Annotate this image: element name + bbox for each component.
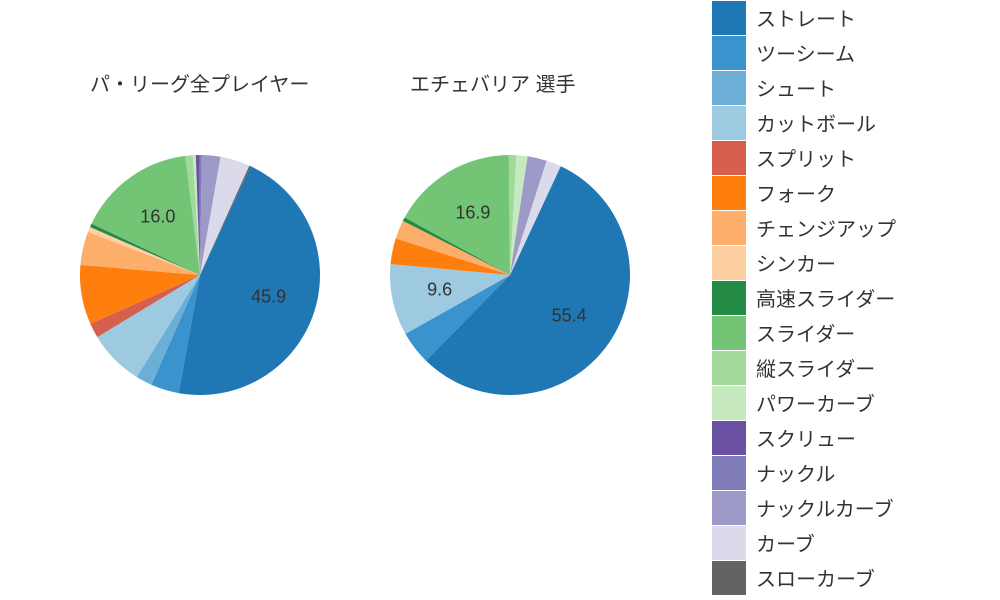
legend-item: ナックル (712, 455, 982, 490)
legend-label: スライダー (756, 318, 855, 347)
legend-label: シンカー (756, 248, 836, 277)
legend-item: カットボール (712, 105, 982, 140)
legend-swatch (712, 36, 746, 70)
chart-container: パ・リーグ全プレイヤー エチェバリア 選手 45.916.0 55.49.616… (0, 0, 1000, 600)
legend-label: カットボール (756, 108, 876, 137)
legend-swatch (712, 456, 746, 490)
legend-swatch (712, 526, 746, 560)
legend-swatch (712, 386, 746, 420)
legend-swatch (712, 1, 746, 35)
legend-swatch (712, 176, 746, 210)
legend-label: 高速スライダー (756, 283, 895, 312)
legend-swatch (712, 141, 746, 175)
legend-label: 縦スライダー (756, 353, 875, 382)
pie-svg (390, 155, 630, 395)
legend-swatch (712, 421, 746, 455)
legend-label: シュート (756, 73, 836, 102)
legend-label: カーブ (756, 528, 815, 557)
legend-swatch (712, 106, 746, 140)
legend-item: スプリット (712, 140, 982, 175)
legend-item: ナックルカーブ (712, 490, 982, 525)
legend-item: スライダー (712, 315, 982, 350)
legend-label: ツーシーム (756, 38, 855, 67)
legend-item: スクリュー (712, 420, 982, 455)
right-pie-chart: 55.49.616.9 (390, 155, 630, 395)
left-chart-title: パ・リーグ全プレイヤー (90, 68, 309, 97)
legend-label: チェンジアップ (756, 213, 896, 242)
legend-item: 縦スライダー (712, 350, 982, 385)
legend-swatch (712, 281, 746, 315)
left-pie-chart: 45.916.0 (80, 155, 320, 395)
legend-item: ストレート (712, 0, 982, 35)
legend-label: パワーカーブ (756, 388, 875, 417)
legend-item: 高速スライダー (712, 280, 982, 315)
legend-label: ストレート (756, 3, 856, 32)
legend-swatch (712, 316, 746, 350)
legend-item: スローカーブ (712, 560, 982, 595)
legend-label: ナックルカーブ (756, 493, 894, 522)
legend-label: スプリット (756, 143, 856, 172)
legend-swatch (712, 351, 746, 385)
legend-item: フォーク (712, 175, 982, 210)
legend-swatch (712, 491, 746, 525)
legend-label: ナックル (756, 458, 835, 487)
legend-swatch (712, 211, 746, 245)
pie-svg (80, 155, 320, 395)
legend-label: スクリュー (756, 423, 856, 452)
legend-swatch (712, 561, 746, 595)
legend-swatch (712, 71, 746, 105)
legend-item: シュート (712, 70, 982, 105)
legend-swatch (712, 246, 746, 280)
legend-item: シンカー (712, 245, 982, 280)
legend-item: ツーシーム (712, 35, 982, 70)
legend-item: パワーカーブ (712, 385, 982, 420)
legend-label: スローカーブ (756, 563, 875, 592)
legend-item: カーブ (712, 525, 982, 560)
legend: ストレートツーシームシュートカットボールスプリットフォークチェンジアップシンカー… (712, 0, 982, 595)
right-chart-title: エチェバリア 選手 (410, 68, 576, 97)
legend-item: チェンジアップ (712, 210, 982, 245)
legend-label: フォーク (756, 178, 836, 207)
